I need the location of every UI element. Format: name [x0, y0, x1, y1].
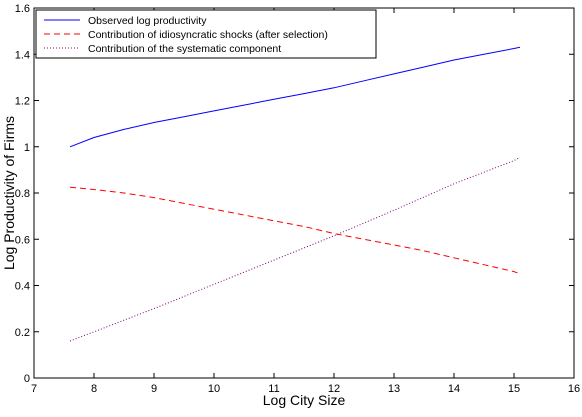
plot-area — [33, 7, 575, 379]
legend-label-3: Contribution of the systematic component — [88, 43, 281, 55]
y-tick-label: 0.8 — [15, 188, 30, 200]
x-tick-label: 9 — [151, 383, 157, 395]
x-tick-label: 15 — [508, 383, 520, 395]
y-tick-label: 0.2 — [15, 327, 30, 339]
y-tick-label: 1 — [24, 142, 30, 154]
x-tick-label: 14 — [448, 383, 460, 395]
y-axis-label: Log Productivity of Firms — [1, 116, 17, 270]
y-tick-label: 0 — [24, 373, 30, 385]
y-tick-label: 0.4 — [15, 281, 30, 293]
x-tick-label: 16 — [568, 383, 580, 395]
y-tick-label: 1.6 — [15, 3, 30, 15]
x-tick-label: 8 — [91, 383, 97, 395]
x-tick-label: 7 — [31, 383, 37, 395]
legend-label-2: Contribution of idiosyncratic shocks (af… — [88, 29, 328, 41]
series-line-1 — [69, 46, 521, 148]
x-tick-label: 13 — [388, 383, 400, 395]
legend-box — [35, 9, 377, 59]
x-tick-label: 12 — [328, 383, 340, 395]
y-tick-label: 1.2 — [15, 96, 30, 108]
y-tick-label: 1.4 — [15, 49, 30, 61]
series-line-3 — [69, 156, 521, 342]
x-tick-label: 10 — [208, 383, 220, 395]
y-tick-label: 0.6 — [15, 234, 30, 246]
x-tick-label: 11 — [268, 383, 279, 395]
series-line-2 — [69, 186, 521, 275]
legend: Observed log productivity Contribution of… — [35, 9, 377, 59]
x-axis-label: Log City Size — [263, 392, 346, 408]
legend-label-1: Observed log productivity — [88, 15, 207, 27]
